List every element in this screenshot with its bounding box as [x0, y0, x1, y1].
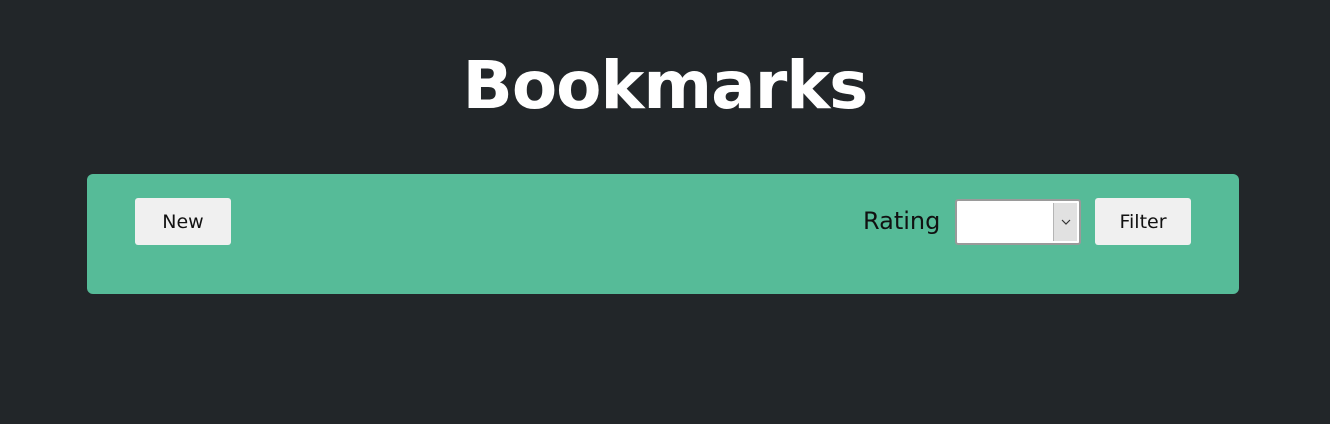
filter-button[interactable]: Filter — [1095, 198, 1191, 245]
chevron-down-icon[interactable] — [1053, 203, 1077, 241]
toolbar: New Rating Filter — [87, 174, 1239, 294]
rating-select[interactable] — [955, 199, 1081, 245]
page-title: Bookmarks — [462, 47, 869, 124]
new-button[interactable]: New — [135, 198, 231, 245]
rating-label: Rating — [863, 207, 941, 235]
